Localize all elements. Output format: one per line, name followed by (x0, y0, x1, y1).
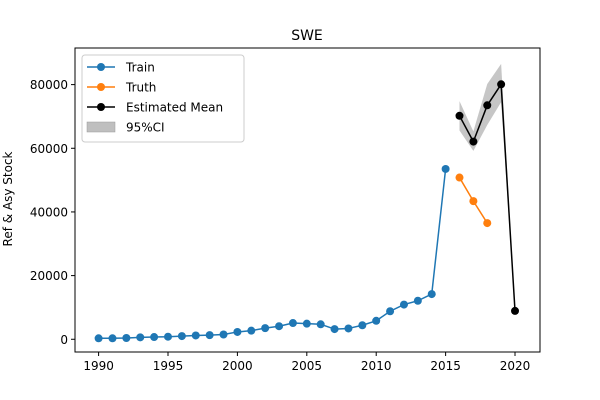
data-point-train (427, 290, 436, 299)
data-point-train (302, 319, 311, 328)
data-point-train (330, 325, 339, 334)
y-tick-label: 0 (60, 333, 68, 347)
confidence-band-95-ci (459, 63, 516, 313)
data-point-estimated-mean (497, 80, 506, 89)
data-point-train (122, 333, 131, 342)
data-point-train (205, 331, 214, 340)
data-point-train (191, 331, 200, 340)
data-point-train (441, 164, 450, 173)
y-tick-label: 40000 (30, 205, 68, 219)
data-point-train (136, 333, 145, 342)
y-tick-label: 80000 (30, 78, 68, 92)
data-point-train (316, 320, 325, 329)
data-point-estimated-mean (511, 306, 520, 315)
data-point-train (150, 333, 159, 342)
chart-title: SWE (291, 28, 323, 44)
x-tick-label: 2020 (500, 359, 531, 373)
legend-estimated-mean-marker (97, 103, 105, 111)
legend-train-marker (97, 63, 105, 71)
data-point-train (288, 319, 297, 328)
series-layer (94, 80, 520, 343)
data-point-train (164, 332, 172, 341)
x-tick-label: 2005 (292, 359, 323, 373)
data-point-truth (455, 173, 464, 182)
data-point-train (261, 324, 270, 333)
y-tick-label: 60000 (30, 142, 68, 156)
legend-ci-swatch (86, 121, 116, 133)
data-point-train (399, 300, 408, 309)
x-tick-label: 2015 (430, 359, 461, 373)
x-tick-label: 1995 (153, 359, 184, 373)
data-point-estimated-mean (469, 137, 478, 146)
plot-frame (74, 47, 541, 353)
data-point-train (386, 307, 395, 316)
legend-ci-label: 95%CI (126, 121, 165, 135)
legend-truth-marker (97, 83, 105, 91)
data-point-estimated-mean (455, 111, 464, 120)
data-point-truth (469, 197, 478, 206)
x-axis: 1990 1995 2000 2005 2010 2015 2020 (83, 352, 530, 373)
data-point-train (275, 322, 284, 331)
data-point-train (247, 326, 256, 335)
x-tick-label: 2000 (222, 359, 253, 373)
x-tick-label: 2010 (361, 359, 392, 373)
legend-truth-label: Truth (125, 81, 156, 95)
data-point-train (372, 316, 381, 325)
series-train (94, 164, 450, 343)
data-point-train (344, 324, 353, 333)
series-truth (455, 173, 492, 228)
data-point-train (219, 330, 228, 339)
data-point-train (108, 334, 117, 343)
data-point-estimated-mean (483, 101, 492, 110)
data-point-train (177, 332, 186, 341)
y-tick-label: 20000 (30, 269, 68, 283)
data-point-train (94, 334, 103, 343)
data-point-train (233, 327, 242, 336)
legend-frame (81, 54, 245, 143)
series-estimated-mean (455, 80, 520, 315)
legend: Train Truth Estimated Mean 95%CI (81, 54, 245, 143)
data-point-train (358, 321, 367, 330)
data-point-train (413, 296, 422, 305)
x-tick-label: 1990 (83, 359, 114, 373)
legend-train-label: Train (125, 61, 155, 75)
y-axis: 0 20000 40000 60000 80000 (30, 78, 75, 347)
legend-estimated-mean-label: Estimated Mean (126, 101, 223, 115)
confidence-band-layer (459, 63, 516, 313)
data-point-truth (483, 219, 492, 228)
y-axis-label: Ref & Asy Stock (1, 151, 15, 246)
